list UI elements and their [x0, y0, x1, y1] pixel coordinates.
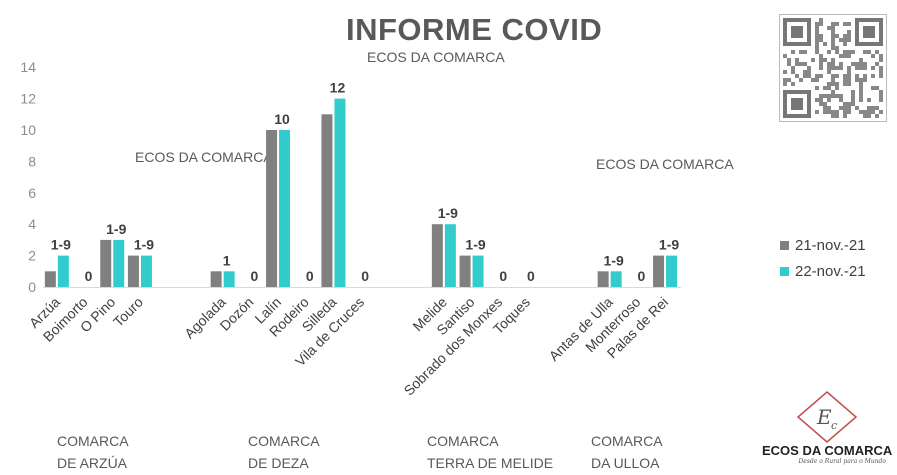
bar-2-10 — [444, 224, 456, 287]
y-tick-6: 6 — [28, 185, 36, 201]
bar-1-8 — [321, 114, 333, 287]
svg-text:E: E — [816, 405, 832, 429]
data-label-7: 0 — [306, 268, 314, 284]
data-label-8: 12 — [330, 80, 346, 96]
y-tick-4: 4 — [28, 216, 36, 232]
watermark-text-top: ECOS DA COMARCA — [367, 49, 505, 65]
y-tick-10: 10 — [20, 122, 36, 138]
svg-text:c: c — [831, 419, 837, 432]
legend-label-2: 22-nov.-21 — [795, 262, 866, 280]
bar-1-4 — [210, 271, 222, 287]
x-tick-label-3: Touro — [110, 294, 146, 330]
ecos-da-comarca-logo: E c ECOS DA COMARCA Desde o Rural para o… — [762, 386, 892, 472]
bar-2-16 — [666, 255, 678, 287]
data-label-3: 1-9 — [134, 237, 154, 253]
data-label-13: 0 — [527, 268, 535, 284]
group-label-arzua: COMARCA DE ARZÚA — [57, 433, 129, 471]
data-label-14: 1-9 — [604, 252, 624, 268]
group-label-ulloa: COMARCA DA ULLOA — [591, 433, 663, 471]
data-label-2: 1-9 — [106, 221, 126, 237]
group-label-terra-de-melide: COMARCA TERRA DE MELIDE — [427, 433, 554, 471]
data-label-6: 10 — [274, 111, 290, 127]
bar-2-3 — [140, 255, 152, 287]
bar-2-14 — [610, 271, 622, 287]
bar-1-6 — [266, 130, 278, 287]
bar-1-16 — [653, 255, 665, 287]
data-label-4: 1 — [223, 252, 231, 268]
qr-code-icon — [779, 14, 887, 122]
y-tick-8: 8 — [28, 153, 36, 169]
data-label-16: 1-9 — [659, 237, 679, 253]
bar-2-4 — [223, 271, 235, 287]
bar-1-10 — [431, 224, 443, 287]
logo-tagline: Desde o Rural para o Mundo — [798, 458, 886, 465]
bar-1-0 — [44, 271, 56, 287]
logo-name: ECOS DA COMARCA — [762, 443, 893, 458]
watermark-text-left: ECOS DA COMARCA — [135, 149, 273, 165]
bar-1-11 — [459, 255, 471, 287]
legend-entry-1: 21-nov.-21 — [780, 232, 866, 258]
bar-2-6 — [279, 130, 291, 287]
legend-entry-2: 22-nov.-21 — [780, 258, 866, 284]
legend-swatch-1 — [780, 240, 789, 250]
chart-legend: 21-nov.-21 22-nov.-21 — [780, 232, 866, 284]
logo-emblem-icon: E c — [796, 391, 858, 443]
bar-2-11 — [472, 255, 484, 287]
bar-1-14 — [597, 271, 609, 287]
y-tick-14: 14 — [20, 59, 36, 75]
bar-2-2 — [113, 239, 125, 287]
bar-2-8 — [334, 98, 346, 287]
chart-title: INFORME COVID — [346, 12, 603, 47]
data-label-0: 1-9 — [51, 237, 71, 253]
bar-1-2 — [100, 239, 112, 287]
legend-label-1: 21-nov.-21 — [795, 236, 866, 254]
data-label-5: 0 — [250, 268, 258, 284]
data-label-9: 0 — [361, 268, 369, 284]
data-label-10: 1-9 — [438, 205, 458, 221]
group-label-deza: COMARCA DE DEZA — [248, 433, 320, 471]
data-label-12: 0 — [499, 268, 507, 284]
legend-swatch-2 — [780, 266, 789, 276]
data-label-11: 1-9 — [465, 237, 485, 253]
watermark-text-right: ECOS DA COMARCA — [596, 156, 734, 172]
bar-2-0 — [57, 255, 69, 287]
data-label-15: 0 — [637, 268, 645, 284]
data-label-1: 0 — [85, 268, 93, 284]
y-tick-2: 2 — [28, 248, 36, 264]
y-tick-0: 0 — [28, 279, 36, 295]
y-tick-12: 12 — [20, 91, 36, 107]
bar-1-3 — [127, 255, 139, 287]
